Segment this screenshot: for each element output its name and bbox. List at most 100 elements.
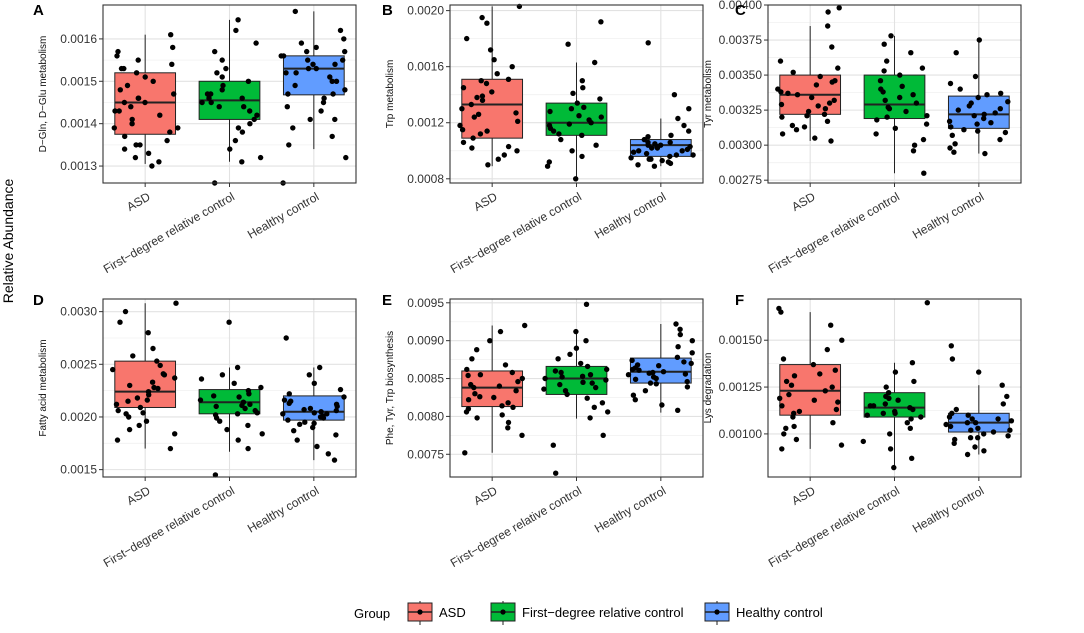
- data-point: [643, 150, 650, 157]
- panel-letter: F: [735, 292, 744, 309]
- data-point: [675, 344, 681, 350]
- data-point: [603, 377, 609, 383]
- data-point: [286, 391, 292, 397]
- data-point: [949, 132, 955, 138]
- data-point: [650, 369, 656, 376]
- data-point: [642, 388, 649, 394]
- data-point: [919, 65, 926, 71]
- data-point: [343, 154, 349, 161]
- data-point: [579, 132, 585, 138]
- legend-label: ASD: [439, 605, 466, 620]
- data-point: [311, 420, 317, 426]
- data-point: [164, 137, 170, 144]
- data-point: [130, 353, 136, 359]
- data-point: [630, 149, 637, 155]
- data-point: [129, 121, 135, 127]
- data-point: [217, 418, 223, 424]
- data-point: [337, 386, 344, 393]
- panel-e: 0.0075 0.0080 0.0085 0.0090 0.0095 ASDFirst−d…: [382, 292, 704, 570]
- y-tick-label: 0.00300: [719, 138, 763, 152]
- data-point: [882, 401, 888, 407]
- data-point: [864, 412, 870, 418]
- data-point: [654, 145, 661, 151]
- data-point: [579, 153, 585, 160]
- data-point: [913, 100, 920, 106]
- data-point: [135, 57, 141, 63]
- data-point: [340, 57, 346, 63]
- data-point: [995, 416, 1001, 422]
- data-point: [496, 383, 503, 389]
- data-point: [304, 48, 310, 55]
- data-point: [239, 95, 245, 101]
- data-point: [681, 359, 687, 365]
- data-point: [471, 114, 477, 120]
- data-point: [885, 390, 892, 396]
- data-point: [206, 95, 212, 101]
- data-point: [495, 156, 501, 162]
- data-point: [646, 156, 652, 162]
- data-point: [947, 80, 954, 87]
- data-point: [251, 116, 257, 123]
- data-point: [515, 378, 521, 385]
- data-point: [342, 48, 348, 55]
- data-point: [288, 398, 294, 404]
- data-point: [117, 87, 124, 93]
- data-point: [341, 36, 347, 42]
- data-point: [886, 106, 893, 112]
- data-point: [114, 437, 121, 443]
- data-point: [226, 319, 232, 325]
- data-point: [777, 58, 784, 64]
- shared-y-axis-label: Relative Abundance: [0, 179, 16, 304]
- data-point: [659, 402, 665, 408]
- x-tick-label: ASD: [124, 189, 153, 214]
- data-point: [142, 74, 148, 80]
- x-tick-label: ASD: [471, 483, 500, 508]
- data-point: [579, 78, 585, 84]
- data-point: [908, 416, 914, 422]
- data-point: [509, 369, 515, 376]
- x-tick-label: Healthy control: [245, 189, 321, 241]
- data-point: [469, 356, 475, 362]
- box-3: [947, 385, 1010, 455]
- data-point: [625, 372, 632, 378]
- data-point: [236, 394, 242, 400]
- data-point: [964, 420, 971, 426]
- y-tick-label: 0.00275: [719, 173, 763, 187]
- data-point: [804, 113, 810, 119]
- panel-a: 0.0013 0.0014 0.0015 0.0016 ASDFirst−degree …: [33, 2, 357, 276]
- data-point: [828, 138, 834, 144]
- y-tick-label: 0.0090: [407, 334, 444, 348]
- data-point: [234, 364, 241, 371]
- data-point: [580, 379, 586, 385]
- data-point: [283, 335, 289, 341]
- data-point: [677, 326, 683, 332]
- data-point: [219, 74, 225, 80]
- data-point: [487, 338, 493, 344]
- data-point: [949, 356, 956, 362]
- x-tick-label: Healthy control: [592, 483, 668, 535]
- data-point: [821, 111, 828, 118]
- data-point: [463, 409, 470, 415]
- data-point: [675, 407, 681, 413]
- data-point: [542, 375, 548, 382]
- panel-letter: D: [33, 292, 44, 309]
- data-point: [583, 301, 590, 307]
- data-point: [783, 378, 790, 385]
- data-point: [659, 157, 665, 164]
- data-point: [317, 414, 324, 420]
- data-point: [828, 322, 834, 328]
- data-point: [778, 89, 784, 95]
- data-point: [830, 420, 836, 426]
- data-point: [333, 432, 339, 438]
- data-point: [825, 23, 831, 29]
- data-point: [457, 122, 463, 129]
- data-point: [341, 394, 347, 400]
- data-point: [231, 380, 237, 386]
- data-point: [146, 392, 152, 398]
- y-tick-label: 0.0095: [407, 296, 444, 310]
- data-point: [547, 108, 553, 115]
- data-point: [546, 159, 552, 165]
- data-point: [502, 362, 509, 368]
- data-point: [208, 99, 214, 106]
- data-point: [460, 85, 467, 91]
